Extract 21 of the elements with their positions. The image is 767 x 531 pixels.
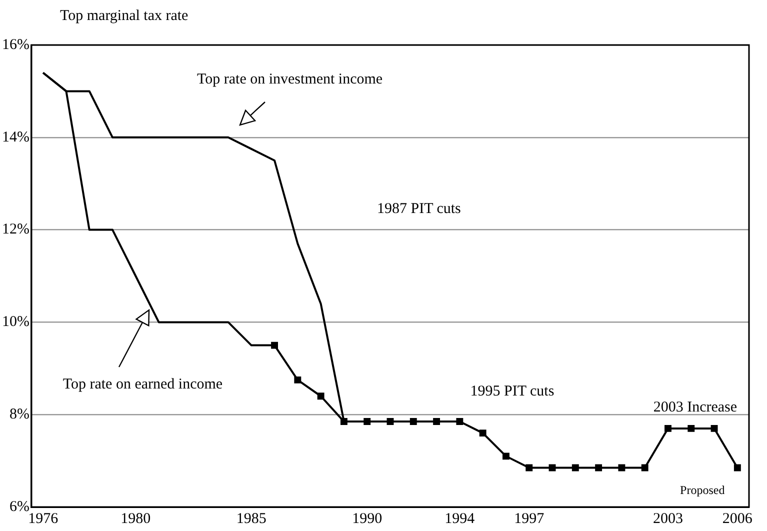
x-tick-label: 1980 xyxy=(120,510,151,527)
annotation: 2003 Increase xyxy=(653,400,738,416)
annotation: 1995 PIT cuts xyxy=(470,383,554,400)
y-tick-label: 16% xyxy=(2,36,30,53)
y-tick-label: 8% xyxy=(9,406,30,423)
y-tick-label: 12% xyxy=(2,222,30,238)
annotation: Top rate on earned income xyxy=(62,376,223,393)
x-tick-label: 1990 xyxy=(352,510,382,527)
x-tick-label: 1997 xyxy=(514,510,545,527)
x-tick-label: 1976 xyxy=(28,510,59,527)
annotation: Top rate on investment income xyxy=(197,72,383,88)
x-tick-label: 2003 xyxy=(652,510,683,527)
y-tick-label: 6% xyxy=(9,498,30,515)
x-tick-label: 1985 xyxy=(236,510,266,527)
x-tick-label: 1994 xyxy=(444,510,476,527)
x-tick-label: 2006 xyxy=(722,510,753,527)
annotation: Proposed xyxy=(680,482,725,497)
y-axis-title: Top marginal tax rate xyxy=(60,8,188,25)
y-tick-label: 14% xyxy=(2,129,30,146)
annotation: 1987 PIT cuts xyxy=(376,200,462,217)
y-tick-label: 10% xyxy=(2,314,30,330)
